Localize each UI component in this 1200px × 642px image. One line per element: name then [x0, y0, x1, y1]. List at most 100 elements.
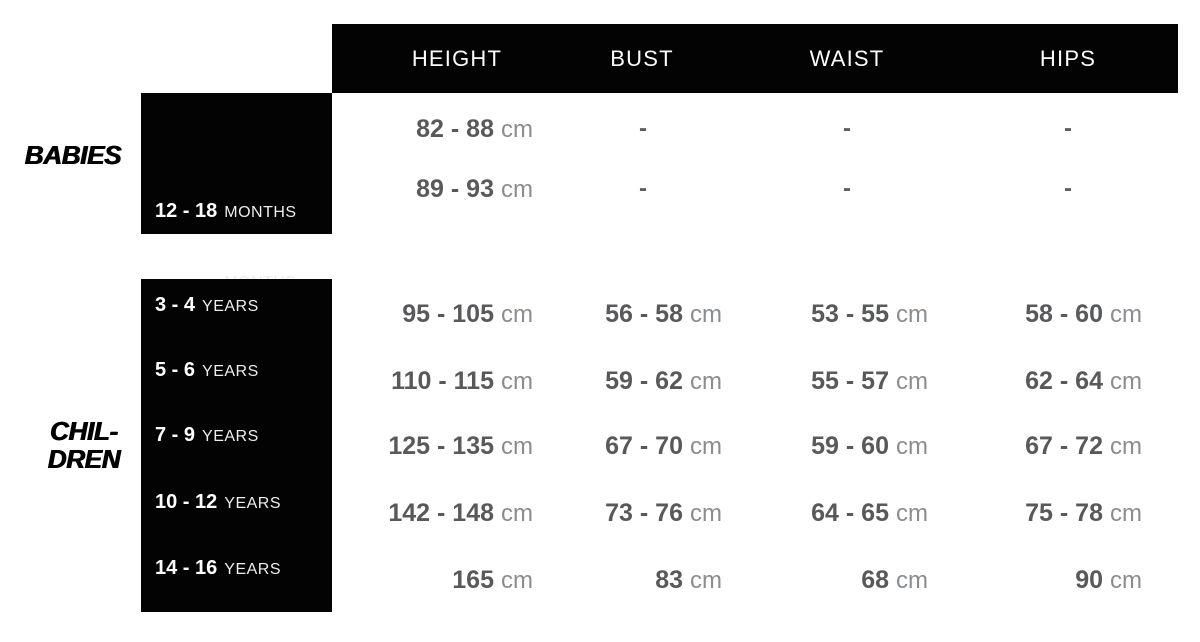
age-row-children-5: 14 - 16 YEARS	[155, 556, 281, 582]
cell-children-5-height: 165 cm	[350, 568, 533, 596]
cell-children-1-bust: 56 - 58 cm	[560, 302, 722, 330]
value-number: 82 - 88	[416, 115, 494, 143]
value-unit: cm	[501, 116, 533, 143]
value-unit: cm	[896, 500, 928, 527]
cell-children-4-hips: 75 - 78 cm	[980, 501, 1142, 529]
value-number: 67 - 72	[1025, 432, 1103, 460]
value-number: 53 - 55	[811, 300, 889, 328]
value-number: 75 - 78	[1025, 499, 1103, 527]
value-number: 62 - 64	[1025, 367, 1103, 395]
value-number: 59 - 60	[811, 432, 889, 460]
cell-babies-1-hips-dash: -	[1064, 115, 1072, 142]
cell-babies-1-height: 82 - 88 cm	[350, 117, 533, 145]
cell-children-3-height: 125 - 135 cm	[350, 434, 533, 462]
cell-children-3-bust: 67 - 70 cm	[560, 434, 722, 462]
age-row-children-4: 10 - 12 YEARS	[155, 490, 281, 516]
cell-babies-2-bust-dash: -	[639, 175, 647, 202]
column-header-bust: BUST	[610, 45, 674, 71]
age-unit: YEARS	[202, 298, 259, 315]
value-unit: cm	[1110, 433, 1142, 460]
value-number: 95 - 105	[402, 300, 494, 328]
age-range: 14 - 16	[155, 557, 218, 579]
cell-children-5-waist: 68 cm	[766, 568, 928, 596]
value-number: 83	[655, 566, 683, 594]
value-unit: cm	[501, 368, 533, 395]
value-unit: cm	[501, 567, 533, 594]
column-header-height: HEIGHT	[411, 45, 503, 71]
value-number: 142 - 148	[388, 499, 494, 527]
value-number: 59 - 62	[605, 367, 683, 395]
value-number: 67 - 70	[605, 432, 683, 460]
age-row-children-1: 3 - 4 YEARS	[155, 293, 259, 319]
group-label-babies: BABIES	[24, 140, 122, 170]
age-range: 7 - 9	[155, 424, 196, 446]
column-header-hips: HIPS	[1039, 45, 1097, 71]
group-label-children: CHIL- DREN	[20, 417, 148, 473]
value-unit: cm	[690, 433, 722, 460]
cell-children-1-height: 95 - 105 cm	[350, 302, 533, 330]
cell-children-4-bust: 73 - 76 cm	[560, 501, 722, 529]
value-number: 90	[1075, 566, 1103, 594]
cell-babies-1-bust-dash: -	[639, 115, 647, 142]
value-unit: cm	[1110, 368, 1142, 395]
value-number: 165	[452, 566, 494, 594]
age-row-babies-1: 12 - 18 MONTHS	[155, 199, 297, 225]
age-unit: YEARS	[224, 495, 282, 512]
value-unit: cm	[690, 567, 722, 594]
value-number: 68	[861, 566, 889, 594]
value-number: 73 - 76	[605, 499, 683, 527]
cell-children-2-waist: 55 - 57 cm	[766, 369, 928, 397]
children-age-box: 3 - 4 YEARS 5 - 6 YEARS 7 - 9 YEARS 10 - 12…	[141, 279, 332, 612]
value-unit: cm	[690, 301, 722, 328]
value-unit: cm	[501, 500, 533, 527]
cell-babies-2-height: 89 - 93 cm	[350, 177, 533, 205]
value-unit: cm	[690, 500, 722, 527]
value-number: 55 - 57	[811, 367, 889, 395]
age-range: 10 - 12	[155, 491, 218, 513]
value-unit: cm	[1110, 301, 1142, 328]
cell-children-4-waist: 64 - 65 cm	[766, 501, 928, 529]
value-unit: cm	[896, 433, 928, 460]
value-unit: cm	[501, 433, 533, 460]
cell-children-3-waist: 59 - 60 cm	[766, 434, 928, 462]
children-label-line1: CHIL-	[50, 416, 118, 446]
value-number: 110 - 115	[391, 367, 494, 395]
cell-children-5-bust: 83 cm	[560, 568, 722, 596]
cell-children-2-bust: 59 - 62 cm	[560, 369, 722, 397]
cell-babies-1-waist-dash: -	[843, 115, 851, 142]
cell-babies-2-waist-dash: -	[843, 175, 851, 202]
age-range: 5 - 6	[155, 359, 196, 381]
cell-children-4-height: 142 - 148 cm	[350, 501, 533, 529]
cell-babies-2-hips-dash: -	[1064, 175, 1072, 202]
age-row-children-3: 7 - 9 YEARS	[155, 423, 259, 449]
value-number: 89 - 93	[416, 175, 494, 203]
value-number: 125 - 135	[388, 432, 494, 460]
cell-children-2-height: 110 - 115 cm	[350, 369, 533, 397]
value-unit: cm	[501, 301, 533, 328]
age-unit: YEARS	[202, 428, 259, 445]
value-unit: cm	[1110, 500, 1142, 527]
age-range: 3 - 4	[155, 294, 196, 316]
value-number: 58 - 60	[1025, 300, 1103, 328]
age-range: 12 - 18	[155, 200, 218, 222]
children-label-line2: DREN	[47, 444, 121, 474]
value-unit: cm	[896, 301, 928, 328]
table-header-bar: HEIGHT BUST WAIST HIPS	[332, 24, 1178, 93]
cell-children-1-hips: 58 - 60 cm	[980, 302, 1142, 330]
cell-children-2-hips: 62 - 64 cm	[980, 369, 1142, 397]
value-unit: cm	[690, 368, 722, 395]
value-unit: cm	[1110, 567, 1142, 594]
age-unit: YEARS	[202, 363, 259, 380]
age-row-children-2: 5 - 6 YEARS	[155, 358, 259, 384]
cell-children-5-hips: 90 cm	[980, 568, 1142, 596]
value-number: 56 - 58	[605, 300, 683, 328]
value-unit: cm	[896, 567, 928, 594]
age-unit: YEARS	[224, 561, 282, 578]
cell-children-1-waist: 53 - 55 cm	[766, 302, 928, 330]
column-header-waist: WAIST	[809, 45, 885, 71]
value-number: 64 - 65	[811, 499, 889, 527]
cell-children-3-hips: 67 - 72 cm	[980, 434, 1142, 462]
value-unit: cm	[896, 368, 928, 395]
